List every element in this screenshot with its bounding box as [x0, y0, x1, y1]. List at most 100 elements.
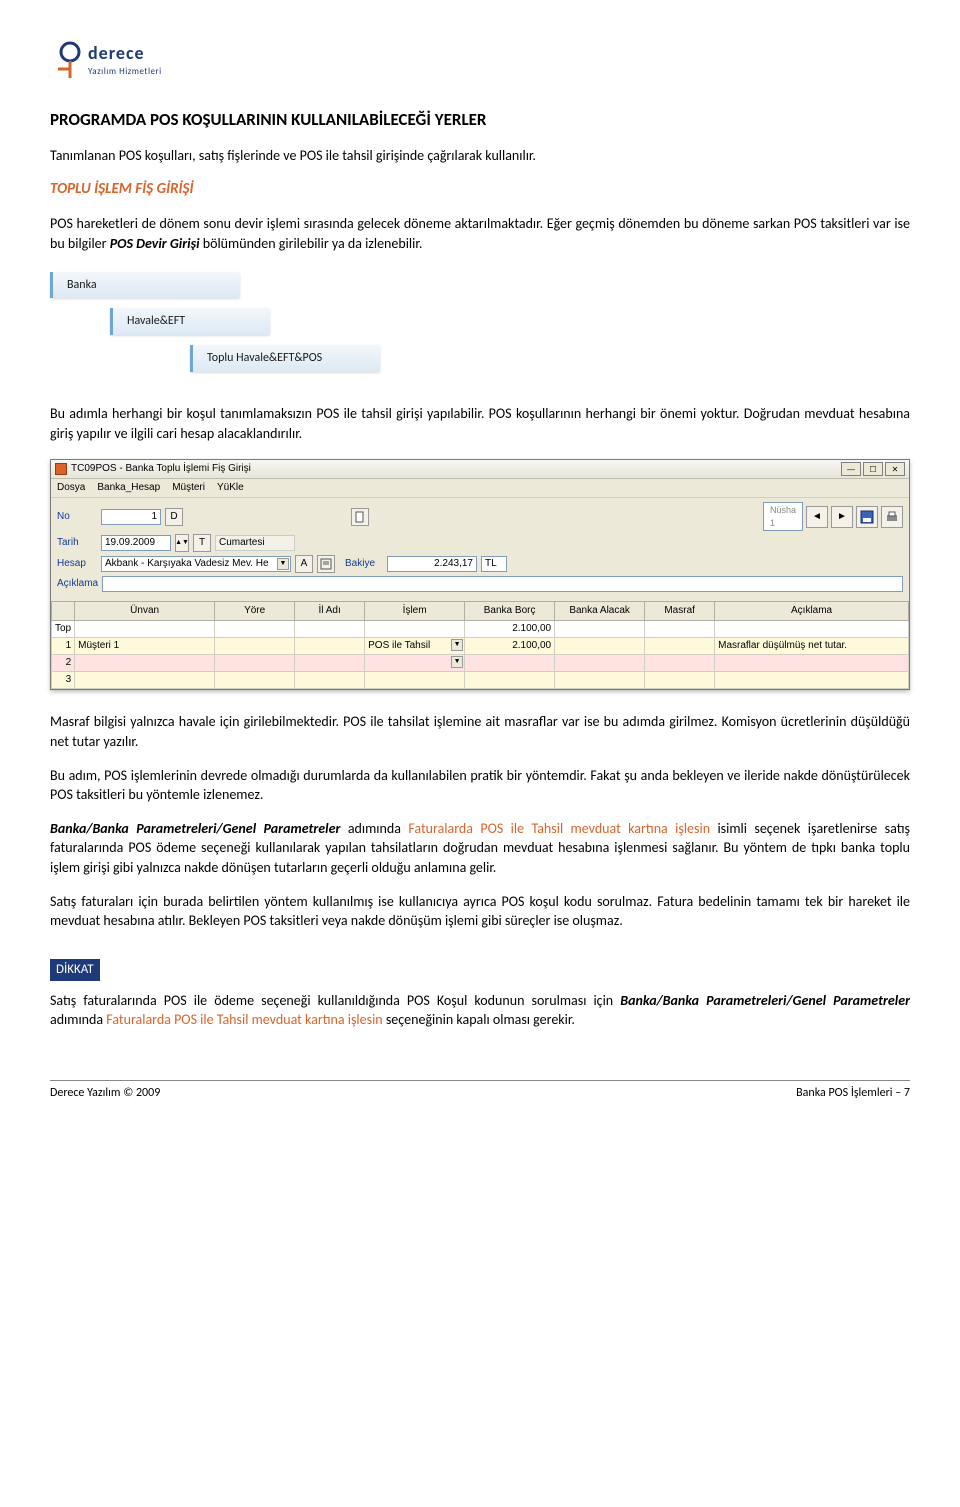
- day-display: Cumartesi: [215, 535, 295, 551]
- col-header: [52, 602, 75, 621]
- table-row[interactable]: 3: [52, 672, 909, 689]
- tarih-label: Tarih: [57, 536, 97, 550]
- currency-display: TL: [481, 556, 507, 572]
- aciklama-label: Açıklama: [57, 577, 98, 591]
- col-header: Açıklama: [715, 602, 909, 621]
- crumb-level-2: Havale&EFT: [110, 308, 270, 335]
- col-header: Yöre: [215, 602, 295, 621]
- col-header: Ünvan: [75, 602, 215, 621]
- logo-header: derece Yazılım Hizmetleri: [50, 40, 910, 80]
- attention-badge: DİKKAT: [50, 959, 100, 981]
- logo-brand: derece: [88, 41, 162, 66]
- date-spinner[interactable]: ▲▼: [175, 534, 189, 552]
- cell: 3: [52, 672, 75, 689]
- titlebar: TC09POS - Banka Toplu İşlemi Fiş Girişi …: [51, 460, 909, 479]
- menu-item[interactable]: Müşteri: [172, 481, 205, 495]
- d-button[interactable]: D: [165, 508, 183, 526]
- text: adımında: [340, 820, 408, 837]
- crumb-label: Banka: [67, 278, 97, 292]
- intro-paragraph: Tanımlanan POS koşulları, satış fişlerin…: [50, 146, 910, 166]
- text: adımında: [50, 1011, 106, 1028]
- logo-subtitle: Yazılım Hizmetleri: [88, 66, 162, 79]
- subsection-heading: TOPLU İŞLEM FİŞ GİRİŞİ: [50, 179, 910, 200]
- menu-item[interactable]: Dosya: [57, 481, 85, 495]
- satis-paragraph: Satış faturaları için burada belirtilen …: [50, 892, 910, 931]
- masraf-paragraph: Masraf bilgisi yalnızca havale için giri…: [50, 712, 910, 751]
- nusha-value: 1: [770, 518, 775, 528]
- breadcrumb-diagram: Banka Havale&EFT Toplu Havale&EFT&POS: [50, 272, 910, 382]
- new-doc-button[interactable]: [351, 508, 369, 526]
- app-icon: [55, 463, 67, 475]
- app-screenshot: TC09POS - Banka Toplu İşlemi Fiş Girişi …: [50, 459, 910, 690]
- form-area: No 1 D Nüsha 1 ◄ ►: [51, 498, 909, 601]
- text: Satış faturalarında POS ile ödeme seçene…: [50, 992, 620, 1009]
- prev-button[interactable]: ◄: [806, 506, 828, 528]
- save-button[interactable]: [856, 506, 878, 528]
- dropdown-icon: ▼: [277, 558, 289, 570]
- no-input[interactable]: 1: [101, 509, 161, 525]
- no-label: No: [57, 510, 97, 524]
- nusha-label: Nüsha: [770, 505, 796, 515]
- text: bölümünden girilebilir ya da izlenebilir…: [200, 235, 423, 252]
- cell: Müşteri 1: [75, 638, 215, 655]
- table-row[interactable]: 2 ▼: [52, 655, 909, 672]
- hesap-value: Akbank - Karşıyaka Vadesiz Mev. He: [105, 557, 269, 571]
- footer-left: Derece Yazılım © 2009: [50, 1085, 160, 1102]
- menubar: Dosya Banka_Hesap Müşteri YüKle: [51, 479, 909, 498]
- cell-dropdown[interactable]: ▼: [365, 655, 465, 672]
- table-row[interactable]: 1 Müşteri 1 POS ile Tahsil ▼ 2.100,00 Ma…: [52, 638, 909, 655]
- window-title: TC09POS - Banka Toplu İşlemi Fiş Girişi: [71, 462, 251, 476]
- col-header: İl Adı: [295, 602, 365, 621]
- next-button[interactable]: ►: [831, 506, 853, 528]
- hesap-dropdown[interactable]: Akbank - Karşıyaka Vadesiz Mev. He ▼: [101, 556, 291, 572]
- col-header: Masraf: [645, 602, 715, 621]
- after-crumb-paragraph: Bu adımla herhangi bir koşul tanımlamaks…: [50, 404, 910, 443]
- footer-right: Banka POS İşlemleri – 7: [796, 1085, 910, 1102]
- text: seçeneğinin kapalı olması gerekir.: [383, 1011, 575, 1028]
- emphasis-text: POS Devir Girişi: [110, 235, 200, 252]
- dropdown-icon: ▼: [451, 639, 463, 651]
- menu-item[interactable]: Banka_Hesap: [97, 481, 160, 495]
- col-header: İşlem: [365, 602, 465, 621]
- detail-button[interactable]: [317, 555, 335, 573]
- logo-text: derece Yazılım Hizmetleri: [88, 41, 162, 79]
- option-text: Faturalarda POS ile Tahsil mevduat kartı…: [408, 820, 710, 837]
- minimize-button[interactable]: —: [841, 462, 861, 476]
- cell: 2.100,00: [465, 621, 555, 638]
- cell: 2: [52, 655, 75, 672]
- nusha-box: Nüsha 1: [763, 502, 803, 531]
- option-text: Faturalarda POS ile Tahsil mevduat kartı…: [106, 1011, 382, 1028]
- aciklama-input[interactable]: [102, 576, 903, 592]
- cell: Top: [52, 621, 75, 638]
- bakiye-label: Bakiye: [345, 557, 383, 571]
- data-grid: Ünvan Yöre İl Adı İşlem Banka Borç Banka…: [51, 601, 909, 689]
- print-button[interactable]: [881, 506, 903, 528]
- col-header: Banka Borç: [465, 602, 555, 621]
- crumb-label: Havale&EFT: [127, 314, 185, 328]
- toplu-paragraph: POS hareketleri de dönem sonu devir işle…: [50, 214, 910, 253]
- maximize-button[interactable]: ☐: [863, 462, 883, 476]
- path-text: Banka/Banka Parametreleri/Genel Parametr…: [50, 820, 340, 837]
- buadim-paragraph: Bu adım, POS işlemlerinin devrede olmadı…: [50, 766, 910, 805]
- window-controls: — ☐ ✕: [841, 462, 905, 476]
- banka-param-paragraph: Banka/Banka Parametreleri/Genel Parametr…: [50, 819, 910, 878]
- col-header: Banka Alacak: [555, 602, 645, 621]
- close-button[interactable]: ✕: [885, 462, 905, 476]
- cell: 2.100,00: [465, 638, 555, 655]
- crumb-label: Toplu Havale&EFT&POS: [207, 351, 322, 365]
- menu-item[interactable]: YüKle: [217, 481, 244, 495]
- cell-dropdown[interactable]: POS ile Tahsil ▼: [365, 638, 465, 655]
- islem-value: POS ile Tahsil: [368, 640, 430, 651]
- dropdown-icon: ▼: [451, 656, 463, 668]
- t-button[interactable]: T: [193, 534, 211, 552]
- table-totals-row: Top 2.100,00: [52, 621, 909, 638]
- crumb-level-3: Toplu Havale&EFT&POS: [190, 345, 380, 372]
- tarih-input[interactable]: 19.09.2009: [101, 535, 171, 551]
- path-text: Banka/Banka Parametreleri/Genel Parametr…: [620, 992, 910, 1009]
- logo-mark-icon: [50, 40, 84, 80]
- a-button[interactable]: A: [295, 555, 313, 573]
- cell: 1: [52, 638, 75, 655]
- page-title: PROGRAMDA POS KOŞULLARININ KULLANILABİLE…: [50, 108, 910, 132]
- logo: derece Yazılım Hizmetleri: [50, 40, 910, 80]
- page-footer: Derece Yazılım © 2009 Banka POS İşlemler…: [50, 1080, 910, 1102]
